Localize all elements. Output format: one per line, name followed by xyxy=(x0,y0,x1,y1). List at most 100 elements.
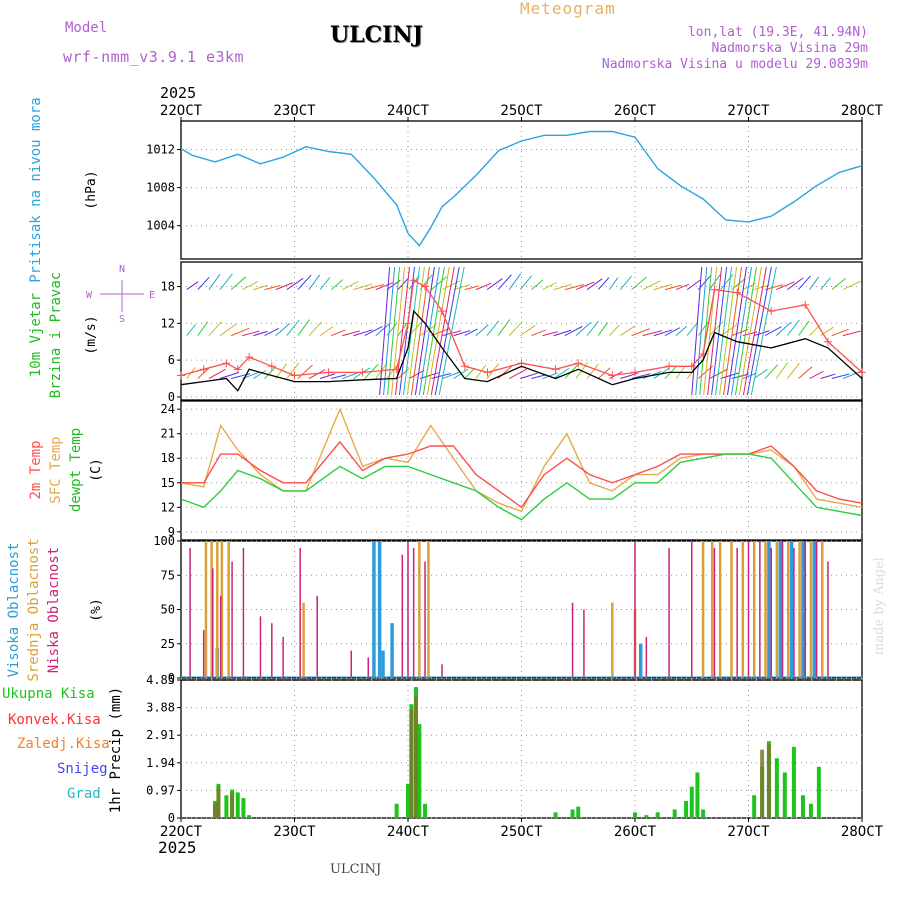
wind-gust-marker xyxy=(858,368,866,377)
clouds-ytick-label: 0 xyxy=(168,671,175,685)
temperature-ytick-label: 15 xyxy=(161,476,175,490)
wind-arrow xyxy=(787,277,804,291)
cloud-bar-srednja xyxy=(701,541,705,678)
wind-storm-arrow xyxy=(391,266,406,396)
wind-arrow xyxy=(753,368,768,379)
wind-arrow xyxy=(531,374,547,380)
cloud-bar-srednja xyxy=(710,541,714,678)
wind-arrow xyxy=(353,329,373,337)
wind-arrow xyxy=(531,329,546,337)
precip-total-bar xyxy=(224,795,229,818)
clouds-ytick-label: 100 xyxy=(153,534,175,548)
wind-storm-arrow xyxy=(402,266,420,396)
cloud-bar-niska xyxy=(316,595,318,678)
wind-arrow xyxy=(319,373,336,380)
wind-arrow xyxy=(342,330,360,337)
temp-ylabel-2m: 2m Temp xyxy=(28,440,44,499)
wind-gust-marker xyxy=(245,353,254,362)
wind-arrow xyxy=(219,323,237,337)
precip-total-bar xyxy=(782,772,787,818)
wind-storm-arrow xyxy=(398,266,415,396)
wind-arrow xyxy=(542,282,557,291)
wind-arrow xyxy=(575,322,592,336)
cloud-bar-srednja xyxy=(752,541,756,678)
wind-arrow xyxy=(831,373,850,380)
wind-storm-arrow xyxy=(719,266,738,396)
wind-gust-marker xyxy=(290,371,299,380)
wind-arrow xyxy=(453,284,471,291)
pressure-ytick-label: 1012 xyxy=(146,143,175,157)
wind-arrow xyxy=(842,280,861,291)
wind-arrow xyxy=(197,276,210,290)
cloud-ylabel-mid: Srednja Oblacnost xyxy=(26,538,42,681)
wind-arrow xyxy=(753,330,770,337)
wind-gust-marker xyxy=(392,365,401,374)
precip-ytick-label: 3.88 xyxy=(146,701,175,715)
cloud-bar-niska xyxy=(571,602,574,678)
wind-arrow xyxy=(208,273,221,290)
model-elevation-text: Nadmorska Visina u modelu 29.0839m xyxy=(601,57,868,72)
clouds-ytick-label: 75 xyxy=(161,568,175,582)
wind-arrow xyxy=(520,372,538,380)
cloud-bar-niska xyxy=(259,616,262,678)
temperature-ytick-label: 9 xyxy=(168,525,175,539)
precip-total-bar xyxy=(417,724,422,818)
cloud-bar-niska xyxy=(781,541,784,678)
wind-arrow xyxy=(297,274,312,290)
wind-arrow xyxy=(275,282,294,291)
precip-total-bar xyxy=(655,812,660,818)
wind-gust-marker xyxy=(199,365,208,374)
wind-storm-arrow xyxy=(434,266,460,396)
precip-total-bar xyxy=(247,815,252,818)
wind-arrow xyxy=(642,330,663,337)
wind-speed-line xyxy=(180,309,863,392)
wind-arrow xyxy=(820,277,831,290)
compass-s: S xyxy=(119,314,125,325)
x-tick-label-top: 22OCT xyxy=(160,103,203,119)
compass-w: W xyxy=(86,290,93,301)
cloud-bar-visoka xyxy=(767,541,771,678)
wind-arrow xyxy=(497,319,511,336)
x-tick-label-bottom: 26OCT xyxy=(614,824,657,840)
wind-gust-marker xyxy=(177,371,185,380)
wind-storm-arrow xyxy=(727,266,747,396)
precip-total-bar xyxy=(241,798,246,818)
wind-arrow xyxy=(653,283,673,291)
wind-gust-marker xyxy=(358,368,367,377)
precip-total-bar xyxy=(808,803,813,818)
wind-arrow xyxy=(475,324,489,336)
wind-arrow xyxy=(486,278,503,291)
wind-arrow xyxy=(786,319,800,336)
cloud-bar-niska xyxy=(407,541,409,678)
cloud-bar-niska xyxy=(299,547,301,678)
wind-gust-marker xyxy=(438,307,447,316)
wind-arrow xyxy=(353,367,371,379)
wind-arrow xyxy=(575,281,595,291)
wind-arrow xyxy=(264,366,277,379)
wind-arrow xyxy=(186,324,196,336)
cloud-bar-niska xyxy=(424,561,426,678)
precip-total-bar xyxy=(406,783,410,818)
wind-arrow xyxy=(208,368,226,379)
precip-total-bar xyxy=(689,786,694,818)
wind-gust-marker xyxy=(222,359,231,368)
wind-storm-arrow xyxy=(430,266,455,396)
compass-n: N xyxy=(119,264,125,275)
wind-arrow xyxy=(620,325,636,337)
wind-ytick-label: 18 xyxy=(161,280,175,294)
wind-arrow xyxy=(453,330,471,337)
station-title: ULCINJ xyxy=(330,22,423,48)
wind-storm-arrow xyxy=(695,266,708,396)
wind-storm-arrow xyxy=(383,266,396,396)
wind-arrow xyxy=(253,370,267,379)
wind-arrow xyxy=(475,282,492,291)
pressure-line xyxy=(180,130,863,247)
wind-arrow xyxy=(186,281,199,291)
wind-arrow xyxy=(431,327,451,337)
cloud-ylabel-high: Visoka Oblacnost xyxy=(6,543,22,678)
wind-storm-arrow xyxy=(723,266,743,396)
wind-gust-marker xyxy=(801,300,810,309)
x-tick-label-bottom: 23OCT xyxy=(273,824,316,840)
precip-total-bar xyxy=(235,792,240,818)
clouds-ytick-label: 25 xyxy=(161,637,175,651)
